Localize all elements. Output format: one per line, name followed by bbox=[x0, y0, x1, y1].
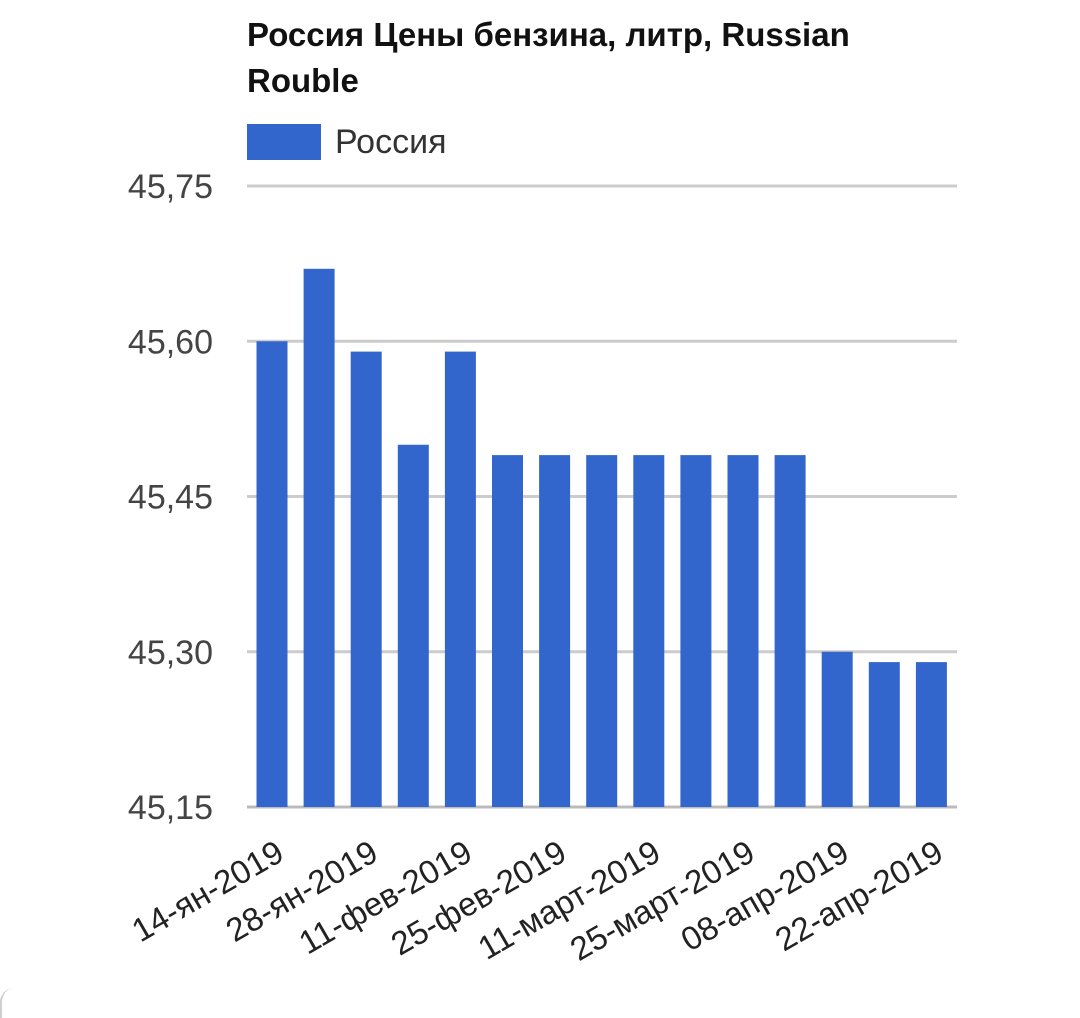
bar[interactable] bbox=[586, 455, 618, 807]
bar[interactable] bbox=[256, 341, 288, 807]
y-tick-label: 45,45 bbox=[128, 479, 213, 517]
y-tick-label: 45,60 bbox=[128, 323, 213, 361]
legend-label: Россия bbox=[335, 122, 447, 161]
bar[interactable] bbox=[444, 351, 476, 807]
y-tick-label: 45,75 bbox=[128, 168, 213, 206]
bar[interactable] bbox=[492, 455, 523, 807]
bar[interactable] bbox=[397, 444, 429, 807]
bar[interactable] bbox=[633, 455, 665, 807]
bar[interactable] bbox=[539, 455, 571, 807]
y-tick-label: 45,30 bbox=[128, 634, 213, 672]
edge-decoration bbox=[0, 988, 16, 1018]
x-axis-ticks: 14-ян-201928-ян-201911-фев-201925-фев-20… bbox=[125, 833, 949, 968]
bar[interactable] bbox=[821, 651, 853, 807]
y-axis-ticks: 45,15 45,30 45,45 45,60 45,75 bbox=[128, 168, 213, 827]
bar[interactable] bbox=[774, 455, 806, 807]
bars bbox=[256, 268, 947, 807]
y-tick-label: 45,15 bbox=[128, 789, 213, 827]
bar[interactable] bbox=[915, 662, 947, 807]
bar[interactable] bbox=[727, 455, 759, 807]
bar[interactable] bbox=[680, 455, 712, 807]
bar[interactable] bbox=[350, 351, 382, 807]
bar[interactable] bbox=[303, 268, 335, 807]
bar[interactable] bbox=[868, 662, 900, 807]
chart-title: Россия Цены бензина, литр, Russian Roubl… bbox=[247, 16, 850, 99]
legend: Россия bbox=[247, 120, 447, 164]
legend-swatch bbox=[247, 124, 321, 160]
